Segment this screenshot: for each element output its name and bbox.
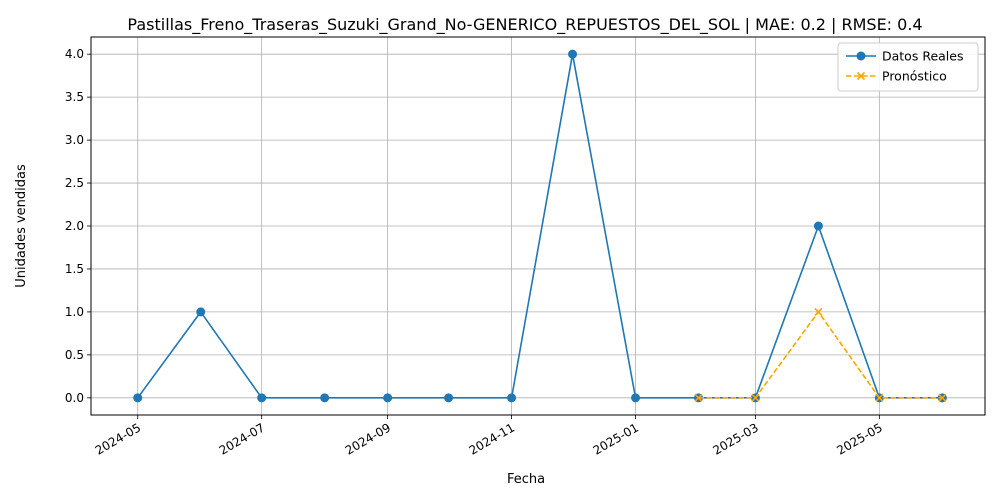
legend: Datos Reales Pronóstico <box>837 42 979 92</box>
y-axis-title: Unidades vendidas <box>14 164 29 288</box>
data-point-forecast <box>814 307 823 316</box>
x-tick-label: 2025-01 <box>591 420 641 457</box>
chart-title: Pastillas_Freno_Traseras_Suzuki_Grand_No… <box>127 15 922 35</box>
data-point-forecast <box>694 393 703 402</box>
x-tick-label: 2024-05 <box>93 420 143 457</box>
legend-label-forecast: Pronóstico <box>882 69 947 84</box>
data-point-real <box>568 49 578 59</box>
x-axis: 2024-05 2024-07 2024-09 2024-11 2025-01 2025-… <box>93 415 885 458</box>
legend-marker-forecast <box>856 71 866 81</box>
data-point-real <box>631 393 641 403</box>
series-layer <box>133 49 947 403</box>
data-point-forecast <box>751 393 760 402</box>
x-tick-label: 2025-03 <box>710 420 760 457</box>
y-tick-label: 3.0 <box>65 133 84 147</box>
legend-box <box>837 42 979 92</box>
data-point-real <box>257 393 267 403</box>
y-tick-label: 0.5 <box>65 348 84 362</box>
legend-marker-real <box>856 51 866 61</box>
data-point-real <box>133 393 143 403</box>
data-point-real <box>813 221 823 231</box>
data-point-forecast <box>938 393 947 402</box>
data-point-real <box>196 307 206 317</box>
y-axis: 0.0 0.5 1.0 1.5 2.0 2.5 3.0 3.5 4.0 <box>65 47 91 405</box>
data-point-forecast <box>875 393 884 402</box>
y-tick-label: 2.5 <box>65 176 84 190</box>
x-tick-label: 2024-09 <box>343 420 393 457</box>
data-point-real <box>507 393 517 403</box>
data-point-real <box>444 393 454 403</box>
data-point-real <box>320 393 330 403</box>
grid-lines <box>91 37 985 415</box>
x-tick-label: 2024-07 <box>217 420 267 457</box>
y-tick-label: 1.5 <box>65 262 84 276</box>
y-tick-label: 3.5 <box>65 90 84 104</box>
x-axis-title: Fecha <box>507 472 545 487</box>
y-tick-label: 0.0 <box>65 391 84 405</box>
x-tick-label: 2024-11 <box>467 420 517 457</box>
series-line-real <box>137 53 943 399</box>
x-tick-label: 2025-05 <box>834 420 884 457</box>
y-tick-label: 2.0 <box>65 219 84 233</box>
legend-label-real: Datos Reales <box>882 49 963 64</box>
y-tick-label: 4.0 <box>65 47 84 61</box>
y-tick-label: 1.0 <box>65 305 84 319</box>
data-point-real <box>383 393 393 403</box>
